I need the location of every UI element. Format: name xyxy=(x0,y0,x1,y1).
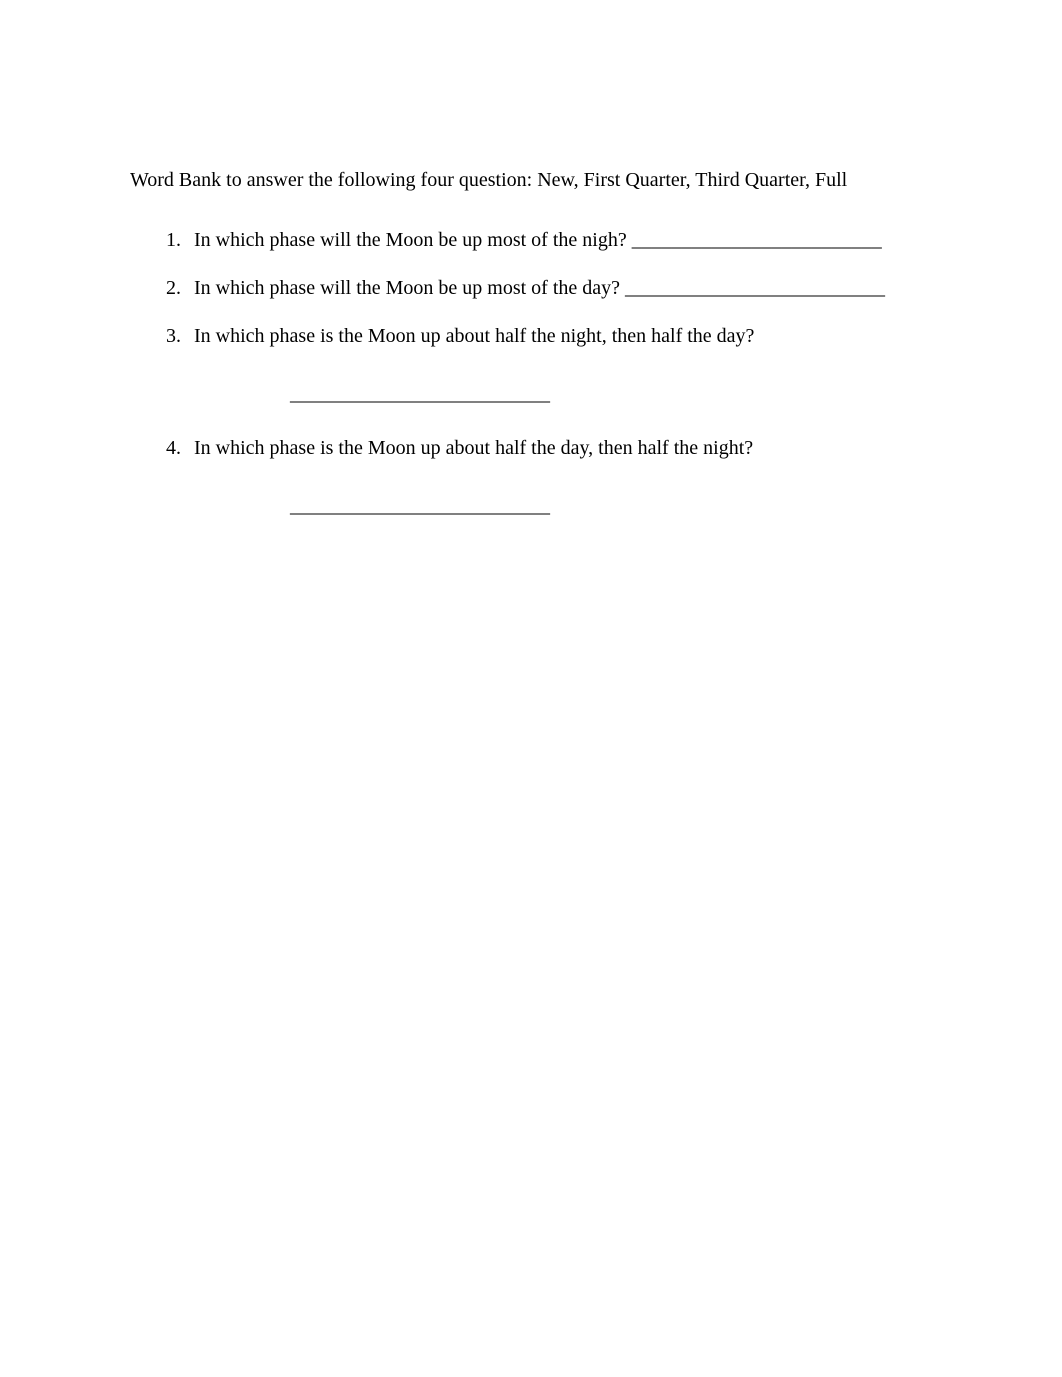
question-text: In which phase will the Moon be up most … xyxy=(194,273,934,303)
questions-list: 1. In which phase will the Moon be up mo… xyxy=(130,225,934,521)
answer-blank: __________________________ xyxy=(166,491,934,521)
question-text: In which phase is the Moon up about half… xyxy=(194,321,934,351)
word-bank-label: Word Bank to answer the following four q… xyxy=(130,169,537,191)
question-text: In which phase will the Moon be up most … xyxy=(194,225,934,255)
question-1: 1. In which phase will the Moon be up mo… xyxy=(166,225,934,255)
question-number: 2. xyxy=(166,273,194,303)
answer-blank: __________________________ xyxy=(166,379,934,409)
question-number: 3. xyxy=(166,321,194,351)
question-text: In which phase is the Moon up about half… xyxy=(194,433,934,463)
question-2: 2. In which phase will the Moon be up mo… xyxy=(166,273,934,303)
question-number: 4. xyxy=(166,433,194,463)
question-number: 1. xyxy=(166,225,194,255)
question-3: 3. In which phase is the Moon up about h… xyxy=(166,321,934,351)
word-bank: Word Bank to answer the following four q… xyxy=(130,165,934,195)
question-4: 4. In which phase is the Moon up about h… xyxy=(166,433,934,463)
word-bank-items: New, First Quarter, Third Quarter, Full xyxy=(537,169,847,191)
